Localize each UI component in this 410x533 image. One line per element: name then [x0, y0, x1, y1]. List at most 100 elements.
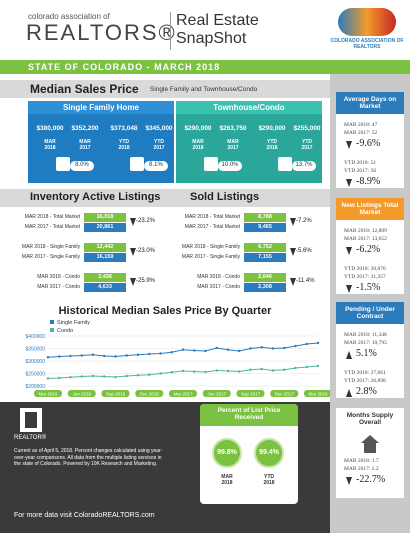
line-chart: $200000 $250000 $300000 $350000 $400000 Mar 2…	[26, 320, 330, 397]
price-label: YTD 2018	[118, 139, 130, 151]
price: $263,750	[219, 125, 247, 132]
price-label: YTD 2018	[266, 139, 278, 151]
point	[249, 347, 252, 350]
sidebar-change: 5.1%	[356, 348, 377, 359]
house-badge	[278, 157, 292, 171]
price: $373,048	[110, 125, 138, 132]
point	[91, 353, 95, 356]
value-pill: 16,018	[84, 213, 126, 222]
legend-label: Condo	[57, 328, 73, 334]
sidebar-change: -6.2%	[356, 244, 381, 255]
row-label: MAR 2018 - Single Family	[181, 244, 240, 250]
sidebar-line: YTD 2018: 51	[344, 160, 377, 166]
value-pill: 2,046	[244, 273, 286, 282]
sidebar-title: Months Supply Overall	[336, 408, 404, 432]
org-big: REALTORS®	[26, 20, 177, 45]
arrow-down	[130, 218, 136, 226]
point	[125, 354, 128, 357]
value-pill: 6,752	[244, 243, 286, 252]
row-label: MAR 2017 - Single Family	[21, 254, 80, 260]
chart-title: Historical Median Sales Price By Quarter	[58, 305, 272, 317]
sidebar-change: 2.8%	[356, 386, 377, 397]
point	[46, 377, 50, 380]
point	[260, 346, 263, 349]
x-label-pill	[202, 390, 231, 397]
point	[238, 370, 241, 373]
row-change: -11.4%	[296, 278, 315, 284]
y-tick-label: $300000	[26, 359, 46, 365]
x-tick-label: Sep 2016	[106, 392, 126, 397]
point	[316, 341, 320, 345]
x-label-pill	[135, 390, 164, 397]
sidebar-line: MAR 2017: 10,795	[344, 340, 387, 346]
change-badge: 8.0%	[70, 161, 94, 171]
point	[170, 351, 173, 354]
house	[361, 435, 379, 453]
row-label: MAR 2017 - Condo	[37, 284, 80, 290]
row-label: MAR 2017 - Single Family	[181, 254, 240, 260]
list-price-label: MAR 2018	[221, 474, 233, 486]
value-pill: 2,308	[244, 283, 286, 292]
x-label-pill	[169, 390, 197, 397]
arrow-down	[346, 247, 352, 255]
point	[58, 355, 61, 358]
row-change: -23.2%	[136, 218, 156, 224]
row-label: MAR 2017 - Condo	[197, 284, 240, 290]
section-band	[0, 189, 330, 207]
point	[148, 352, 151, 356]
row-label: MAR 2018 - Total Market	[184, 214, 240, 220]
point	[193, 370, 196, 373]
banner: STATE OF COLORADO - MARCH 2018	[0, 60, 410, 74]
group-name: Townhouse/Condo	[176, 101, 322, 114]
list-price-title: Percent of List Price Received	[200, 404, 298, 426]
x-tick-label: Mar 2016	[38, 392, 58, 397]
point	[305, 342, 308, 346]
x-tick-label: Sep 2017	[241, 392, 261, 397]
arrow-down	[130, 278, 136, 286]
point	[226, 348, 230, 351]
point	[58, 376, 61, 380]
arrow-down	[346, 141, 352, 149]
value-pill: 9,465	[244, 223, 286, 232]
house-icon	[360, 434, 380, 454]
point	[69, 376, 72, 379]
sidebar-change: -1.5%	[356, 282, 381, 293]
point	[260, 367, 263, 371]
y-tick-label: $200000	[26, 384, 46, 390]
sidebar-line: YTD 2018: 27,661	[344, 370, 386, 376]
arrow-down	[346, 477, 352, 485]
arrow-up	[346, 389, 352, 397]
legend-swatch	[50, 328, 54, 332]
legend-label: Single Family	[57, 320, 90, 326]
listings-title: Sold Listings	[190, 191, 260, 203]
house-badge	[204, 157, 218, 171]
point	[271, 347, 275, 350]
y-tick-label: $400000	[26, 334, 46, 340]
price-label: MAR 2017	[227, 139, 239, 151]
point	[294, 344, 297, 348]
point	[283, 346, 286, 350]
value-pill: 3,436	[84, 273, 126, 282]
point	[238, 349, 241, 353]
title-2: SnapShot	[176, 30, 247, 47]
legend-swatch	[50, 320, 54, 324]
arrow-down	[290, 248, 296, 256]
sidebar-box: Months Supply Overall MAR 2018: 1.7 MAR 20…	[336, 408, 404, 498]
value-pill: 7,155	[244, 253, 286, 262]
change-badge: 8.1%	[144, 161, 168, 171]
point	[204, 349, 207, 353]
price-label: YTD 2017	[301, 139, 313, 151]
point	[193, 349, 196, 352]
section-band	[0, 80, 330, 98]
median-title: Median Sales Price	[30, 82, 139, 96]
point	[148, 373, 151, 376]
row-label: MAR 2018 - Total Market	[24, 214, 80, 220]
arrow-down	[130, 248, 136, 256]
row-change: -5.6%	[296, 248, 312, 254]
row-label: MAR 2018 - Condo	[197, 274, 240, 280]
price: $380,000	[36, 125, 64, 132]
list-price-card: Percent of List Price Received 99.8% MAR 2…	[200, 404, 298, 504]
x-label-pill	[67, 390, 96, 397]
